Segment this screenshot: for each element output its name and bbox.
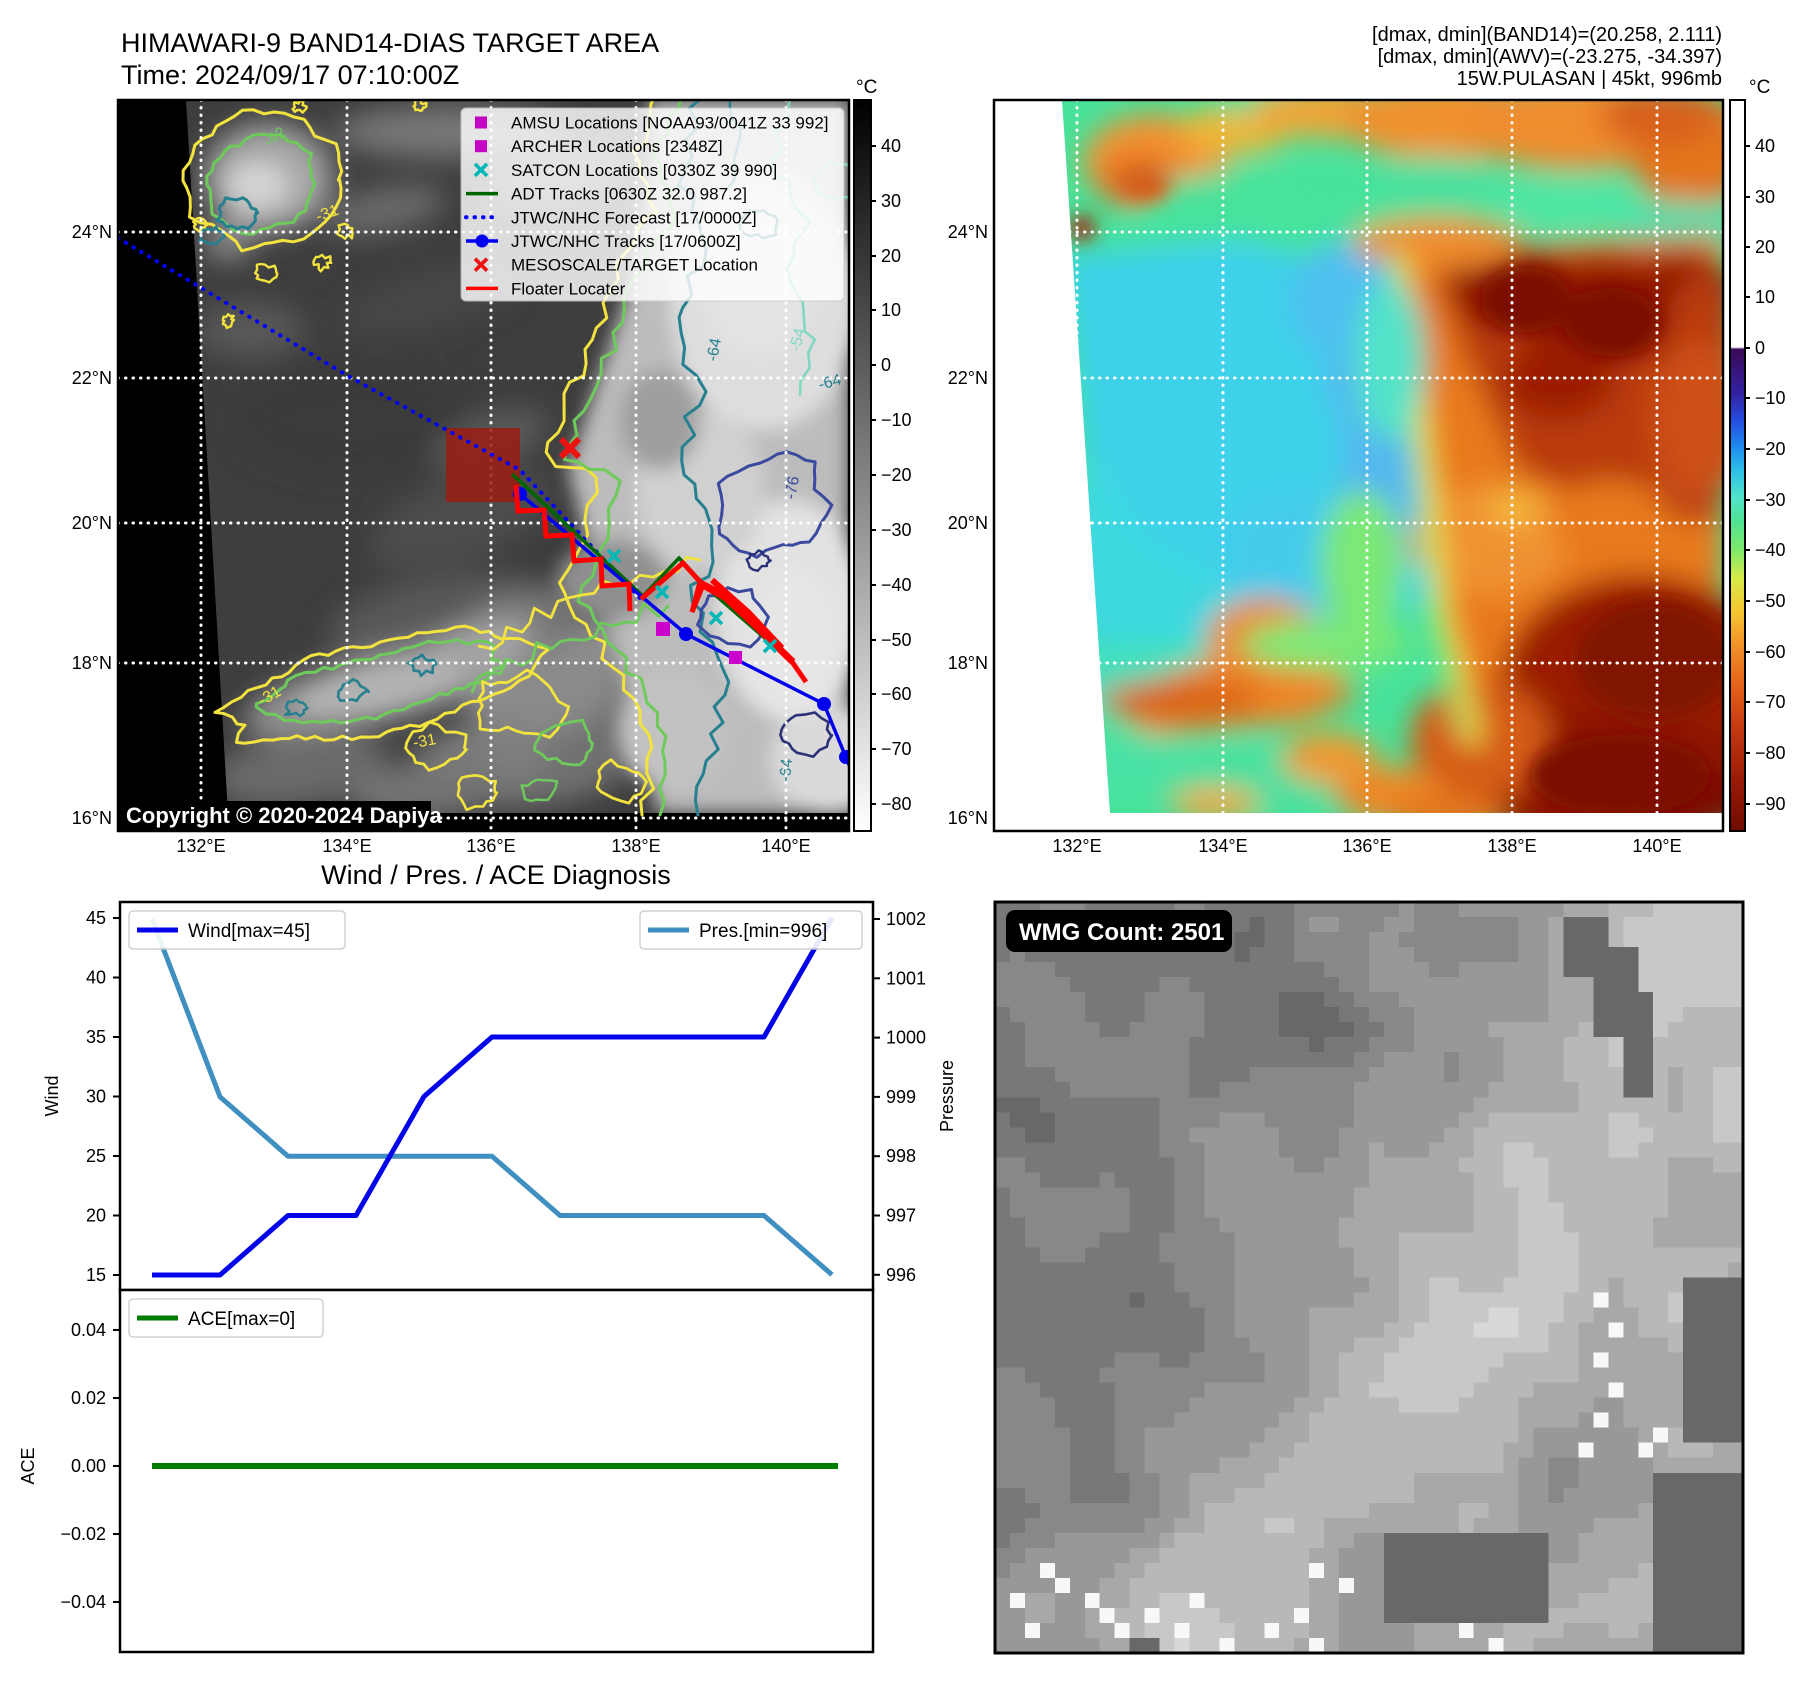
svg-text:24°N: 24°N: [72, 222, 112, 242]
svg-text:134°E: 134°E: [1198, 836, 1247, 856]
svg-text:-54: -54: [787, 327, 808, 353]
svg-text:AMSU Locations [NOAA93/0041Z 3: AMSU Locations [NOAA93/0041Z 33 992]: [511, 114, 829, 133]
svg-text:°C: °C: [1749, 77, 1770, 98]
svg-text:[dmax, dmin](AWV)=(-23.275, -3: [dmax, dmin](AWV)=(-23.275, -34.397): [1378, 46, 1722, 68]
svg-text:−50: −50: [1755, 591, 1786, 611]
svg-text:136°E: 136°E: [466, 836, 515, 856]
svg-text:°C: °C: [856, 77, 877, 98]
svg-text:−0.02: −0.02: [60, 1524, 106, 1544]
svg-text:0.02: 0.02: [71, 1388, 106, 1408]
svg-text:0.04: 0.04: [71, 1320, 106, 1340]
svg-text:ADT Tracks [0630Z 32.0 987.2]: ADT Tracks [0630Z 32.0 987.2]: [511, 185, 747, 204]
svg-text:−30: −30: [1755, 490, 1786, 510]
svg-text:1000: 1000: [886, 1028, 926, 1048]
svg-text:−30: −30: [881, 520, 912, 540]
svg-text:0: 0: [881, 355, 891, 375]
svg-text:15: 15: [86, 1265, 106, 1285]
svg-text:HIMAWARI-9 BAND14-DIAS TARGET: HIMAWARI-9 BAND14-DIAS TARGET AREA: [121, 28, 659, 58]
svg-text:138°E: 138°E: [611, 836, 660, 856]
svg-text:18°N: 18°N: [948, 653, 988, 673]
svg-text:138°E: 138°E: [1487, 836, 1536, 856]
svg-text:Pressure: Pressure: [937, 1060, 957, 1132]
svg-text:Copyright © 2020-2024 Dapiya: Copyright © 2020-2024 Dapiya: [126, 803, 443, 828]
svg-text:20°N: 20°N: [72, 513, 112, 533]
svg-text:Wind / Pres. / ACE Diagnosis: Wind / Pres. / ACE Diagnosis: [321, 860, 671, 890]
svg-text:10: 10: [1755, 287, 1775, 307]
svg-text:132°E: 132°E: [1052, 836, 1101, 856]
svg-text:ARCHER Locations [2348Z]: ARCHER Locations [2348Z]: [511, 137, 723, 156]
svg-text:20: 20: [86, 1206, 106, 1226]
svg-text:−40: −40: [1755, 540, 1786, 560]
svg-text:132°E: 132°E: [176, 836, 225, 856]
svg-text:Wind: Wind: [42, 1075, 62, 1116]
svg-text:35: 35: [86, 1027, 106, 1047]
svg-text:136°E: 136°E: [1342, 836, 1391, 856]
svg-text:Floater Locater: Floater Locater: [511, 279, 626, 298]
svg-text:20: 20: [881, 246, 901, 266]
svg-text:−20: −20: [881, 465, 912, 485]
svg-text:0: 0: [1755, 338, 1765, 358]
svg-text:−70: −70: [881, 739, 912, 759]
svg-text:1001: 1001: [886, 968, 926, 988]
svg-text:15W.PULASAN | 45kt, 996mb: 15W.PULASAN | 45kt, 996mb: [1457, 68, 1722, 90]
svg-text:18°N: 18°N: [72, 653, 112, 673]
svg-text:45: 45: [86, 908, 106, 928]
svg-text:−0.04: −0.04: [60, 1592, 106, 1612]
svg-text:Wind[max=45]: Wind[max=45]: [188, 921, 310, 942]
svg-text:1002: 1002: [886, 909, 926, 929]
svg-text:ACE: ACE: [18, 1447, 38, 1484]
svg-text:SATCON Locations [0330Z 39 990: SATCON Locations [0330Z 39 990]: [511, 161, 777, 180]
svg-text:40: 40: [86, 968, 106, 988]
svg-text:22°N: 22°N: [72, 368, 112, 388]
svg-text:-76: -76: [782, 475, 803, 501]
svg-text:20: 20: [1755, 237, 1775, 257]
svg-text:Pres.[min=996]: Pres.[min=996]: [699, 921, 827, 942]
svg-text:30: 30: [881, 191, 901, 211]
svg-text:24°N: 24°N: [948, 222, 988, 242]
svg-text:997: 997: [886, 1206, 916, 1226]
svg-text:−80: −80: [1755, 743, 1786, 763]
svg-text:JTWC/NHC Tracks [17/0600Z]: JTWC/NHC Tracks [17/0600Z]: [511, 232, 741, 251]
svg-text:−10: −10: [881, 410, 912, 430]
svg-text:−90: −90: [1755, 794, 1786, 814]
svg-text:20°N: 20°N: [948, 513, 988, 533]
svg-text:40: 40: [881, 136, 901, 156]
svg-text:−10: −10: [1755, 388, 1786, 408]
svg-text:10: 10: [881, 300, 901, 320]
svg-text:Time: 2024/09/17 07:10:00Z: Time: 2024/09/17 07:10:00Z: [121, 60, 459, 90]
svg-text:134°E: 134°E: [322, 836, 371, 856]
svg-text:25: 25: [86, 1146, 106, 1166]
svg-text:WMG Count: 2501: WMG Count: 2501: [1019, 919, 1224, 946]
svg-text:−70: −70: [1755, 692, 1786, 712]
svg-text:−50: −50: [881, 630, 912, 650]
svg-text:30: 30: [1755, 187, 1775, 207]
svg-text:140°E: 140°E: [761, 836, 810, 856]
svg-text:ACE[max=0]: ACE[max=0]: [188, 1309, 295, 1330]
svg-text:16°N: 16°N: [72, 808, 112, 828]
svg-text:16°N: 16°N: [948, 808, 988, 828]
svg-text:MESOSCALE/TARGET Location: MESOSCALE/TARGET Location: [511, 256, 758, 275]
svg-text:-64: -64: [704, 337, 725, 363]
svg-text:40: 40: [1755, 136, 1775, 156]
svg-text:−40: −40: [881, 575, 912, 595]
svg-text:−60: −60: [881, 684, 912, 704]
svg-text:[dmax, dmin](BAND14)=(20.258,: [dmax, dmin](BAND14)=(20.258, 2.111): [1372, 24, 1722, 46]
svg-text:-31: -31: [412, 731, 438, 752]
svg-text:−60: −60: [1755, 642, 1786, 662]
svg-text:0.00: 0.00: [71, 1456, 106, 1476]
svg-text:−20: −20: [1755, 439, 1786, 459]
svg-text:998: 998: [886, 1146, 916, 1166]
svg-text:-31: -31: [314, 202, 342, 226]
svg-text:-64: -64: [777, 758, 796, 783]
svg-text:−80: −80: [881, 794, 912, 814]
svg-text:30: 30: [86, 1087, 106, 1107]
svg-text:140°E: 140°E: [1632, 836, 1681, 856]
svg-text:999: 999: [886, 1087, 916, 1107]
svg-text:JTWC/NHC Forecast [17/0000Z]: JTWC/NHC Forecast [17/0000Z]: [511, 208, 757, 227]
svg-text:22°N: 22°N: [948, 368, 988, 388]
svg-text:996: 996: [886, 1265, 916, 1285]
